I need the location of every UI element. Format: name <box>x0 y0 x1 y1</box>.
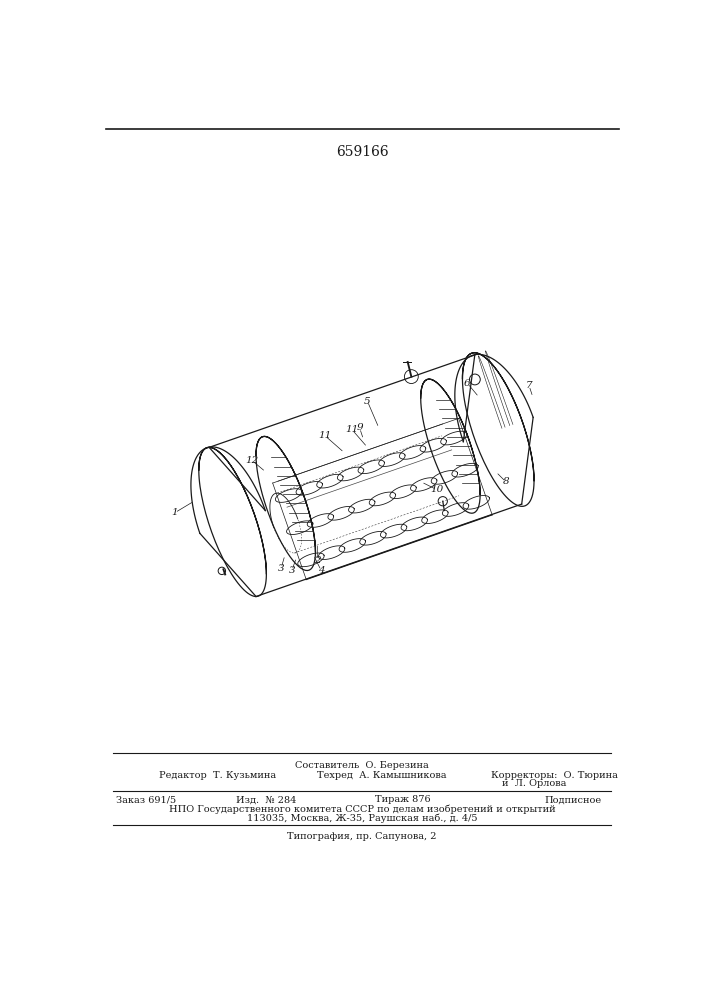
Text: 659166: 659166 <box>336 145 388 159</box>
Text: 8: 8 <box>503 477 509 486</box>
Text: Техред  А. Камышникова: Техред А. Камышникова <box>317 771 447 780</box>
Text: Заказ 691/5: Заказ 691/5 <box>115 795 175 804</box>
Text: 9: 9 <box>356 424 363 432</box>
Text: Тираж 876: Тираж 876 <box>375 795 431 804</box>
Text: и  Л. Орлова: и Л. Орлова <box>502 779 566 788</box>
Text: 10: 10 <box>430 485 443 494</box>
Text: 5: 5 <box>364 397 370 406</box>
Text: Типография, пр. Сапунова, 2: Типография, пр. Сапунова, 2 <box>287 832 437 841</box>
Text: 12: 12 <box>245 456 259 465</box>
Text: 11: 11 <box>318 431 332 440</box>
Text: 11: 11 <box>345 425 358 434</box>
Text: 7: 7 <box>526 381 532 390</box>
Text: 3: 3 <box>278 564 284 573</box>
Text: 4: 4 <box>318 566 325 575</box>
Text: 6: 6 <box>464 379 471 388</box>
Text: Изд.  № 284: Изд. № 284 <box>236 795 297 804</box>
Text: Редактор  Т. Кузьмина: Редактор Т. Кузьмина <box>160 771 276 780</box>
Text: Составитель  О. Березина: Составитель О. Березина <box>295 761 429 770</box>
Text: 113035, Москва, Ж-35, Раушская наб., д. 4/5: 113035, Москва, Ж-35, Раушская наб., д. … <box>247 814 477 823</box>
Text: Корректоры:  О. Тюрина: Корректоры: О. Тюрина <box>491 771 617 780</box>
Text: 2: 2 <box>314 556 320 565</box>
Text: НПО Государственного комитета СССР по делам изобретений и открытий: НПО Государственного комитета СССР по де… <box>169 805 555 814</box>
Text: 1: 1 <box>172 508 178 517</box>
Text: Подписное: Подписное <box>544 795 602 804</box>
Text: 3: 3 <box>288 566 296 575</box>
